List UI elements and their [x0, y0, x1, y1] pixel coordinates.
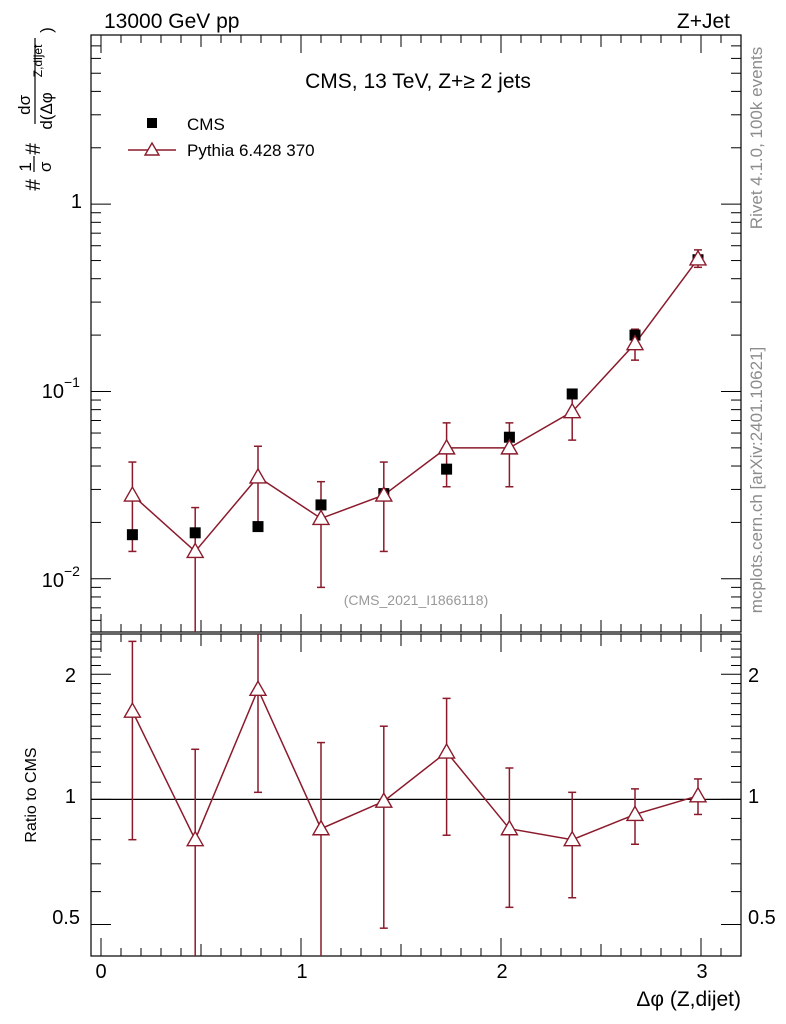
plot-title: CMS, 13 TeV, Z+≥ 2 jets [305, 70, 531, 93]
ratio-point [248, 679, 268, 697]
ylabel-frac1-den: σ [36, 161, 55, 172]
ratio-y-axis-title: Ratio to CMS [23, 747, 40, 842]
cms-point [315, 499, 327, 511]
ratio-point [123, 701, 142, 718]
cms-point [126, 529, 138, 541]
pythia-line [131, 258, 699, 553]
pythia-point [688, 249, 708, 266]
legend-pythia-marker [143, 141, 161, 156]
ratio-point [625, 805, 645, 822]
ratio-y-tick-0.5-right: 0.5 [748, 907, 776, 929]
main-data-layer [123, 249, 708, 632]
ratio-line [131, 687, 699, 842]
ylabel-hash: # [22, 143, 45, 155]
mcplots-label: mcplots.cern.ch [arXiv:2401.10621] [747, 347, 766, 613]
ratio-y-tick-1-left: 1 [65, 786, 76, 808]
ratio-y-tick-1-right: 1 [748, 786, 759, 808]
ratio-y-tick-2-left: 2 [65, 665, 76, 687]
y-tick-label-0.1: 10 [42, 381, 64, 403]
cms-point [503, 431, 515, 443]
x-tick-label-0: 0 [95, 961, 106, 983]
pythia-point [625, 334, 645, 351]
ylabel-den-close: ) [37, 27, 56, 33]
ratio-y-tick-2-right: 2 [748, 665, 759, 687]
ratio-point [562, 830, 582, 847]
pythia-point [374, 485, 394, 502]
ratio-point [311, 819, 331, 836]
main-panel-frame [90, 34, 742, 633]
ylabel-den-sup: Z,dijet [31, 44, 45, 77]
ylabel-num: dσ [15, 94, 34, 114]
rivet-label: Rivet 4.1.0, 100k events [747, 47, 766, 229]
ylabel-prefix: # [22, 179, 45, 191]
cms-point [252, 521, 264, 533]
cms-point [566, 388, 578, 400]
header-right: Z+Jet [677, 10, 730, 33]
analysis-watermark: (CMS_2021_I1866118) [344, 592, 489, 608]
ratio-data-layer [91, 634, 741, 956]
ylabel-frac1-num: 1 [16, 162, 35, 171]
x-axis-title: Δφ (Z,dijet) [636, 988, 741, 1011]
pythia-point [248, 467, 268, 484]
pythia-point [500, 438, 519, 455]
pythia-point [185, 542, 205, 559]
header-left: 13000 GeV pp [104, 10, 239, 33]
pythia-point [562, 402, 582, 419]
x-tick-label-2: 2 [496, 961, 507, 983]
y-tick-label-1: 1 [71, 191, 82, 213]
cms-point [189, 527, 201, 539]
x-tick-label-1: 1 [296, 961, 307, 983]
y-tick-label-0.1-exp: −1 [64, 374, 80, 390]
ratio-panel-frame [90, 633, 742, 957]
ylabel-den: d(Δφ [37, 92, 56, 130]
ratio-point [688, 786, 708, 803]
y-tick-label-0.01: 10 [42, 570, 64, 592]
pythia-point [437, 438, 456, 455]
main-y-axis-title: # 1 σ # dσ d(Δφ Z,dijet ) [15, 27, 56, 191]
ratio-point [437, 742, 456, 759]
main-y-tick-labels: 1 10 −1 10 −2 [42, 191, 82, 592]
axis-ticks [91, 34, 742, 956]
x-tick-labels: 0 1 2 3 [95, 961, 707, 983]
pythia-point [123, 485, 142, 502]
cms-point [441, 463, 453, 475]
y-tick-label-0.01-exp: −2 [64, 563, 80, 579]
legend-cms-marker [147, 118, 157, 128]
x-tick-label-3: 3 [696, 961, 707, 983]
legend-cms-label: CMS [187, 115, 225, 134]
ratio-point [185, 830, 205, 847]
legend: CMS Pythia 6.428 370 [128, 115, 315, 160]
pythia-point [311, 509, 331, 526]
legend-pythia-label: Pythia 6.428 370 [187, 141, 315, 160]
ratio-y-tick-0.5-left: 0.5 [52, 907, 80, 929]
ratio-point [374, 791, 394, 808]
ratio-y-tick-labels: 2 1 0.5 2 1 0.5 [52, 665, 776, 929]
ratio-point [500, 819, 519, 836]
